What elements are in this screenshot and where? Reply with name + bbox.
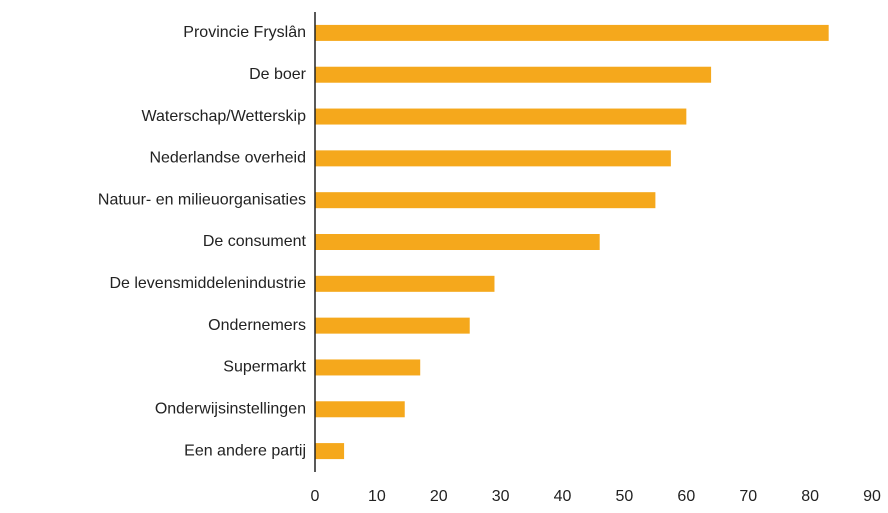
bar — [315, 108, 687, 125]
x-tick-label: 90 — [863, 488, 881, 505]
bar — [315, 150, 671, 167]
x-tick-label: 70 — [739, 488, 757, 505]
bar — [315, 192, 656, 209]
x-tick-label: 20 — [430, 488, 448, 505]
y-tick-label: Onderwijsinstellingen — [155, 400, 306, 417]
y-tick-label: Natuur- en milieuorganisaties — [98, 191, 306, 208]
x-tick-label: 80 — [801, 488, 819, 505]
bar — [315, 443, 345, 460]
y-tick-label: Supermarkt — [223, 359, 306, 376]
bar — [315, 66, 712, 83]
y-tick-label: De boer — [249, 66, 307, 83]
x-tick-label: 0 — [311, 488, 320, 505]
x-tick-label: 50 — [616, 488, 634, 505]
y-tick-label: Ondernemers — [208, 317, 306, 334]
y-tick-label: Een andere partij — [184, 442, 306, 459]
bar — [315, 317, 470, 334]
bar — [315, 359, 421, 376]
x-tick-label: 30 — [492, 488, 510, 505]
x-tick-label: 60 — [677, 488, 695, 505]
y-tick-label: Nederlandse overheid — [149, 150, 306, 167]
bar — [315, 275, 495, 292]
bar — [315, 234, 600, 250]
bar — [315, 24, 829, 41]
bar — [315, 401, 405, 418]
x-tick-label: 10 — [368, 488, 386, 505]
x-tick-label: 40 — [554, 488, 572, 505]
y-tick-label: De levensmiddelenindustrie — [109, 275, 306, 292]
y-tick-label: Waterschap/Wetterskip — [142, 108, 307, 125]
y-tick-label: Provincie Fryslân — [183, 24, 306, 41]
y-tick-label: De consument — [203, 233, 307, 250]
